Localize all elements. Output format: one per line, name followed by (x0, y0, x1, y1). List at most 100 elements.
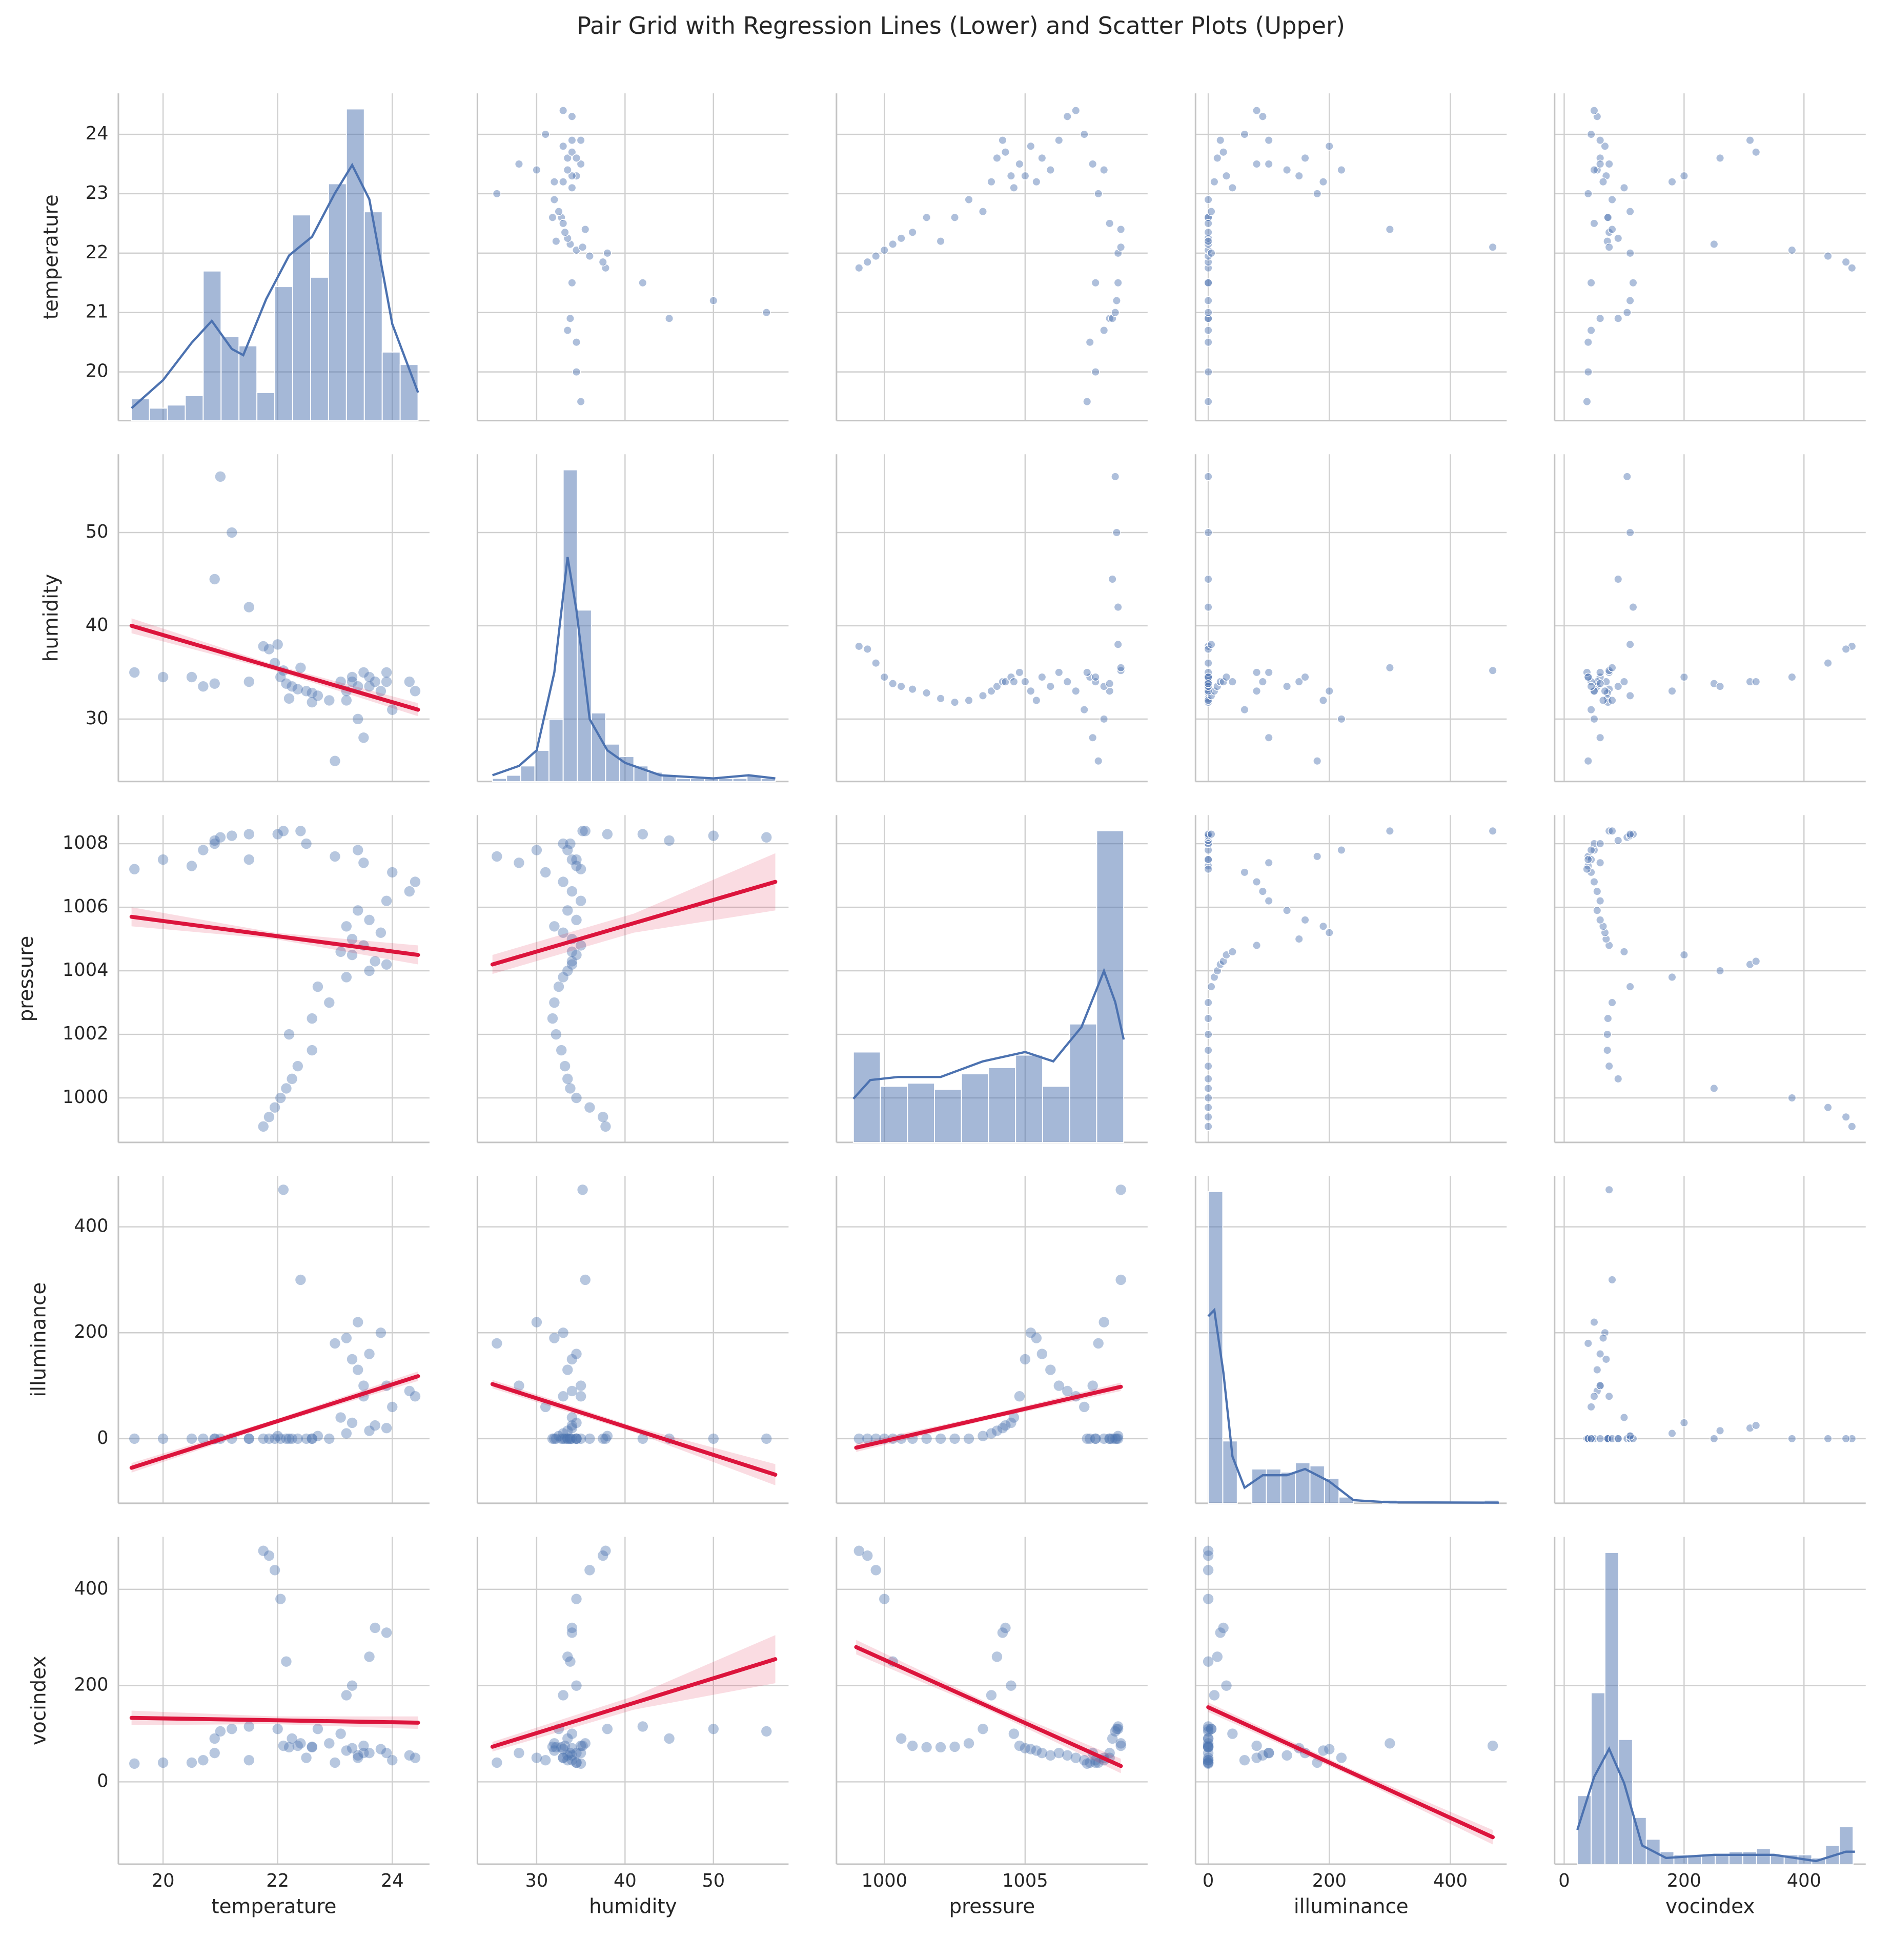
scatter-point (1258, 112, 1267, 121)
regression-point (275, 1433, 286, 1444)
panel (476, 815, 789, 1144)
regression-point (562, 1433, 573, 1444)
regression-point (370, 956, 380, 967)
scatter-point (1325, 141, 1334, 151)
scatter-point (1015, 668, 1024, 677)
regression-point (243, 1433, 254, 1444)
scatter-point (1063, 677, 1072, 686)
scatter-point (1071, 686, 1081, 696)
regression-point (243, 1755, 254, 1766)
scatter-point (1625, 528, 1635, 537)
scatter-point (1054, 668, 1064, 677)
scatter-point (1488, 666, 1497, 675)
regression-point (347, 949, 358, 961)
scatter-point (1593, 1386, 1602, 1396)
scatter-point (1598, 177, 1608, 187)
regression-point (540, 1401, 551, 1413)
scatter-point (1318, 177, 1328, 187)
regression-point (209, 1747, 220, 1759)
scatter-point (1823, 659, 1833, 668)
scatter-point (1113, 640, 1123, 649)
panel (1554, 93, 1866, 422)
regression-point (1025, 1744, 1036, 1754)
x-tick-label: 24 (381, 1870, 404, 1891)
histogram-bar (988, 1067, 1016, 1143)
scatter-point (1204, 278, 1213, 288)
regression-point (558, 1752, 568, 1763)
regression-point (558, 1690, 568, 1701)
scatter-point (1583, 672, 1593, 682)
scatter-point (1204, 397, 1213, 406)
regression-point (549, 1333, 560, 1343)
scatter-point (1625, 1432, 1635, 1441)
histogram-bar (274, 286, 293, 421)
histogram-bar (238, 345, 258, 421)
regression-point (1090, 1433, 1101, 1444)
scatter-point (1204, 998, 1213, 1007)
scatter-point (1752, 148, 1761, 157)
regression-point (978, 1431, 988, 1441)
scatter-point (1105, 219, 1114, 228)
regression-point (263, 644, 275, 655)
y-tick-label: 0 (97, 1770, 108, 1791)
scatter-point (1240, 705, 1249, 714)
scatter-point (1608, 224, 1617, 234)
regression-point (1112, 1433, 1124, 1444)
regression-point (1025, 1328, 1036, 1338)
histogram-bar (131, 398, 150, 421)
scatter-point (1596, 858, 1605, 867)
regression-point (227, 830, 237, 841)
regression-point (1263, 1747, 1274, 1759)
regression-point (307, 687, 317, 699)
scatter-point (897, 234, 906, 243)
regression-point (1203, 1726, 1214, 1737)
scatter-point (1325, 686, 1334, 696)
scatter-point (1608, 1434, 1617, 1443)
regression-point (1203, 1740, 1214, 1751)
regression-point (566, 956, 578, 967)
scatter-point (1204, 308, 1213, 317)
regression-point (209, 678, 220, 689)
regression-line (490, 1657, 778, 1749)
scatter-point (1625, 829, 1635, 839)
scatter-point (1204, 672, 1213, 682)
x-axis-label: illuminance (1294, 1895, 1409, 1918)
regression-point (186, 861, 197, 871)
x-axis-label: humidity (589, 1895, 677, 1918)
scatter-point (559, 106, 568, 115)
scatter-point (1385, 224, 1394, 234)
scatter-point (1283, 682, 1292, 691)
scatter-point (1841, 1112, 1850, 1121)
panel (1194, 815, 1507, 1144)
regression-point (281, 678, 292, 689)
histogram-bar (880, 1086, 908, 1143)
scatter-point (1100, 166, 1109, 175)
panel (117, 1537, 430, 1865)
regression-point (1112, 1721, 1124, 1732)
scatter-point (1252, 941, 1262, 950)
scatter-point (1586, 705, 1596, 714)
regression-point (1111, 1433, 1122, 1444)
scatter-point (1625, 982, 1635, 991)
scatter-point (1021, 171, 1030, 180)
y-axis-label: vocindex (27, 1656, 50, 1745)
scatter-point (1264, 858, 1273, 867)
scatter-point (1116, 224, 1126, 234)
scatter-point (1604, 159, 1614, 169)
scatter-point (964, 195, 973, 205)
scatter-point (1847, 263, 1857, 273)
regression-point (562, 1433, 573, 1444)
scatter-point (1622, 308, 1632, 317)
panel (836, 1537, 1148, 1865)
regression-point (269, 1565, 280, 1576)
regression-point (347, 933, 358, 945)
regression-point (1104, 1747, 1115, 1759)
regression-point (381, 1747, 392, 1759)
y-tick-label: 1004 (63, 959, 109, 981)
regression-point (540, 867, 551, 878)
regression-point (381, 895, 392, 906)
regression-point (566, 1622, 578, 1634)
scatter-point (1593, 906, 1602, 915)
regression-point (1203, 1747, 1214, 1759)
